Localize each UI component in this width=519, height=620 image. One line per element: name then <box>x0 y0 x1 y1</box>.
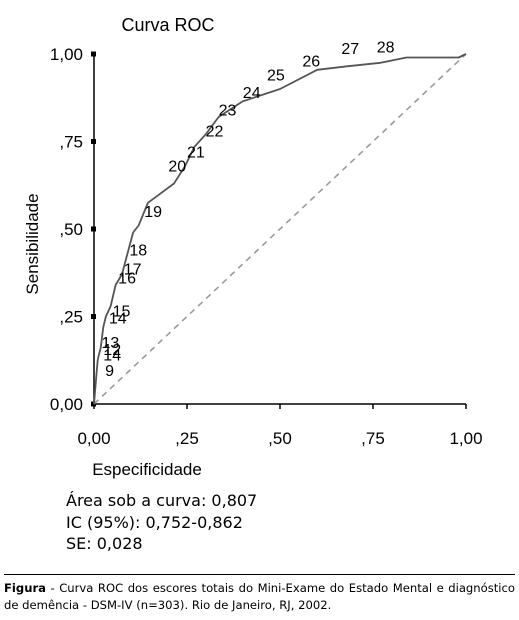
stats-block: Área sob a curva: 0,807 IC (95%): 0,752-… <box>66 490 257 555</box>
cutoff-label: 9 <box>105 363 114 380</box>
cutoff-label: 14 <box>103 347 121 364</box>
cutoff-label: 16 <box>118 270 136 287</box>
cutoff-label: 12 <box>103 342 121 359</box>
y-tick-mark <box>91 226 96 232</box>
x-tick-label: ,75 <box>361 429 385 448</box>
auc-text: Área sob a curva: 0,807 <box>66 491 258 510</box>
cutoff-label: 14 <box>109 311 127 328</box>
x-tick-label: 1,00 <box>449 429 482 448</box>
axes: 0,00 ,25 ,50 ,75 1,00 0,00 ,25 ,50 ,75 1,00 <box>50 45 483 448</box>
cutoff-label: 25 <box>267 67 285 84</box>
y-tick-mark <box>91 51 96 57</box>
cutoff-label: 24 <box>243 85 261 102</box>
figure-caption: Figura - Curva ROC dos escores totais do… <box>4 580 515 614</box>
ci-text: IC (95%): 0,752-0,862 <box>66 512 243 532</box>
chart-title: Curva ROC <box>121 15 214 35</box>
x-tick-label: ,50 <box>268 429 292 448</box>
caption-rule <box>4 574 515 575</box>
reference-diagonal <box>93 53 467 405</box>
caption-label: Figura <box>4 581 46 595</box>
roc-chart: Curva ROC Sensibilidade Especificidade 0… <box>23 15 483 479</box>
x-tick-label: 0,00 <box>77 429 110 448</box>
y-axis-label: Sensibilidade <box>23 193 42 294</box>
y-tick-label: ,50 <box>59 220 83 239</box>
cutoff-label: 23 <box>219 102 237 119</box>
cutoff-label: 22 <box>206 123 224 140</box>
y-tick-mark <box>91 314 96 319</box>
y-tick-label: 0,00 <box>50 395 83 414</box>
y-tick-label: 1,00 <box>50 45 83 64</box>
se-text: SE: 0,028 <box>66 534 143 553</box>
cutoff-label: 21 <box>187 144 205 161</box>
y-tick-label: ,25 <box>59 308 83 327</box>
cutoff-label: 13 <box>101 335 119 352</box>
cutoff-label: 28 <box>377 39 395 56</box>
caption-text: - Curva ROC dos escores totais do Mini-E… <box>4 581 515 612</box>
y-tick-mark <box>91 139 96 144</box>
cutoff-label: 27 <box>341 41 359 58</box>
cutoff-label: 15 <box>113 304 131 321</box>
roc-curve <box>93 53 467 405</box>
cutoff-label: 17 <box>124 262 142 279</box>
y-tick-label: ,75 <box>59 133 83 152</box>
cutoff-label: 19 <box>144 204 162 221</box>
cutoff-label: 20 <box>168 158 186 175</box>
x-tick-label: ,25 <box>175 429 199 448</box>
x-axis-label: Especificidade <box>92 460 202 479</box>
cutoff-label: 26 <box>302 53 320 70</box>
cutoff-label: 18 <box>129 242 147 259</box>
